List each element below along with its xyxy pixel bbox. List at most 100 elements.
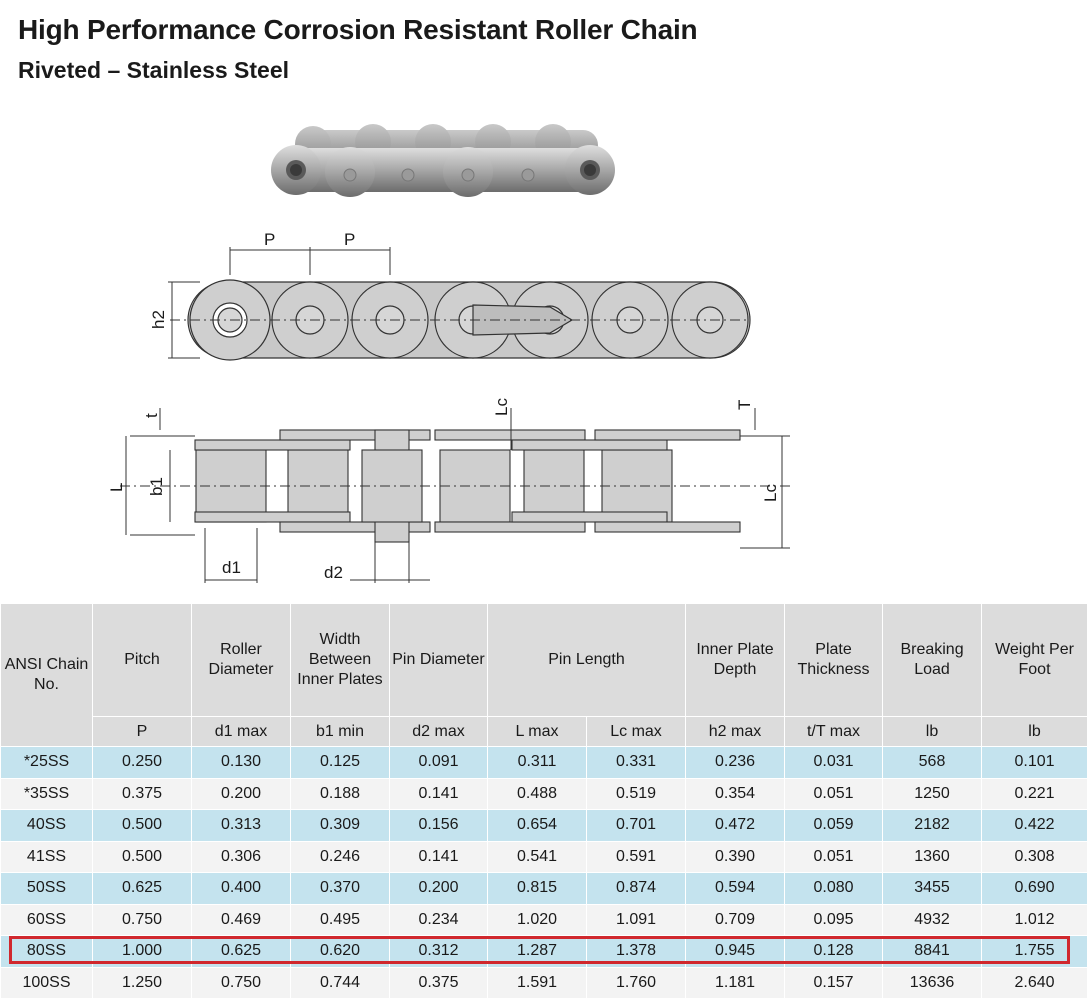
subheader-row: P d1 max b1 min d2 max L max Lc max h2 m… [1, 716, 1087, 747]
label-pitch-2: P [344, 230, 355, 249]
col-header-chain-no: ANSI Chain No. [0, 603, 93, 747]
table-cell: 0.495 [290, 903, 390, 936]
subheader-cell: d2 max [389, 716, 488, 747]
table-cell: 0.313 [191, 809, 291, 842]
page-title: High Performance Corrosion Resistant Rol… [18, 14, 698, 45]
table-cell: 568 [882, 746, 983, 779]
table-cell: 0.306 [191, 840, 291, 873]
table-row: 80SS 1.000 0.625 0.620 0.312 1.287 1.378 0.945 0… [0, 935, 1087, 968]
table-cell: 0.500 [92, 809, 192, 842]
table-cell: 0.874 [585, 872, 687, 905]
table-cell: 0.400 [191, 872, 291, 905]
table-cell: 0.370 [290, 872, 390, 905]
chain-no-cell: 40SS [0, 809, 93, 842]
table-cell: 0.312 [389, 935, 488, 968]
table-cell: 0.701 [585, 809, 687, 842]
table-row: 40SS 0.500 0.313 0.309 0.156 0.654 0.701 0.472 0… [0, 809, 1087, 842]
table-cell: 0.750 [92, 903, 192, 936]
table-cell: 0.051 [784, 777, 884, 810]
table-cell: 1.591 [487, 966, 587, 999]
table-cell: 1.378 [585, 935, 687, 968]
table-cell: 0.091 [389, 746, 488, 779]
table-cell: 1.020 [487, 903, 587, 936]
chain-no-cell: 50SS [0, 872, 93, 905]
table-cell: 0.591 [585, 840, 687, 873]
label-T: T [735, 400, 754, 410]
table-cell: 1250 [882, 777, 983, 810]
table-cell: 0.541 [487, 840, 587, 873]
table-cell: 0.051 [784, 840, 884, 873]
table-cell: 0.200 [389, 872, 488, 905]
table-cell: 0.309 [290, 809, 390, 842]
chain-side-view-diagram: P P h2 [149, 230, 751, 361]
label-b1: b1 [147, 477, 166, 496]
label-d1: d1 [222, 558, 241, 577]
table-cell: 13636 [882, 966, 983, 999]
col-header-pitch: Pitch [92, 603, 192, 717]
page-subtitle: Riveted – Stainless Steel [18, 57, 290, 83]
table-cell: 0.625 [92, 872, 192, 905]
table-cell: 0.130 [191, 746, 291, 779]
col-header-plate-depth: Inner Plate Depth [685, 603, 786, 717]
chain-top-view-diagram: t L b1 d1 d2 Lc T Lc [107, 398, 790, 583]
table-cell: 0.128 [784, 935, 884, 968]
subheader-cell: t/T max [784, 716, 884, 747]
table-cell: 0.125 [290, 746, 390, 779]
label-L: L [107, 483, 126, 492]
table-row: 50SS 0.625 0.400 0.370 0.200 0.815 0.874 0.594 0… [0, 872, 1087, 905]
table-row: 60SS 0.750 0.469 0.495 0.234 1.020 1.091 0.709 0… [0, 903, 1087, 936]
table-cell: 0.059 [784, 809, 884, 842]
table-cell: 8841 [882, 935, 983, 968]
table-row: 41SS 0.500 0.306 0.246 0.141 0.541 0.591 0.390 0… [0, 840, 1087, 873]
table-cell: 0.095 [784, 903, 884, 936]
table-cell: 0.375 [92, 777, 192, 810]
subheader-cell: Lc max [585, 716, 687, 747]
subheader-cell: lb [882, 716, 983, 747]
table-cell: 0.141 [389, 840, 488, 873]
table-body: *25SS 0.250 0.130 0.125 0.091 0.311 0.331 0.236… [0, 746, 1087, 999]
table-cell: 0.200 [191, 777, 291, 810]
table-cell: 0.488 [487, 777, 587, 810]
table-cell: 1360 [882, 840, 983, 873]
header-row: ANSI Chain No. Pitch Roller Diameter Wid… [0, 603, 1087, 747]
chain-no-cell: 60SS [0, 903, 93, 936]
table-cell: 1.760 [585, 966, 687, 999]
subheader-cell: h2 max [685, 716, 786, 747]
table-cell: 1.181 [685, 966, 786, 999]
chain-no-cell: 41SS [0, 840, 93, 873]
table-cell: 3455 [882, 872, 983, 905]
table-cell: 0.945 [685, 935, 786, 968]
table-row: *25SS 0.250 0.130 0.125 0.091 0.311 0.331 0.236… [0, 746, 1087, 779]
table-cell: 1.250 [92, 966, 192, 999]
subheader-cell: b1 min [290, 716, 390, 747]
table-cell: 4932 [882, 903, 983, 936]
table-cell: 0.234 [389, 903, 488, 936]
col-header-plate-thickness: Plate Thickness [784, 603, 884, 717]
table-cell: 0.500 [92, 840, 192, 873]
table-cell: 0.422 [981, 809, 1087, 842]
table-cell: 0.469 [191, 903, 291, 936]
label-t: t [142, 413, 161, 418]
label-lc-right: Lc [761, 484, 780, 502]
chain-photo [271, 124, 615, 197]
table-cell: 0.141 [389, 777, 488, 810]
table-cell: 0.331 [585, 746, 687, 779]
subheader-cell: lb [981, 716, 1087, 747]
col-header-roller-diameter: Roller Diameter [191, 603, 291, 717]
table-cell: 0.188 [290, 777, 390, 810]
table-cell: 0.157 [784, 966, 884, 999]
table-cell: 0.375 [389, 966, 488, 999]
table-cell: 0.354 [685, 777, 786, 810]
subheader-cell: L max [487, 716, 587, 747]
label-h2: h2 [149, 310, 168, 329]
table-cell: 1.755 [981, 935, 1087, 968]
table-cell: 0.690 [981, 872, 1087, 905]
table-cell: 1.000 [92, 935, 192, 968]
col-header-inner-width: Width Between Inner Plates [290, 603, 390, 717]
chain-no-cell: *35SS [0, 777, 93, 810]
label-d2: d2 [324, 563, 343, 582]
table-row: 100SS 1.250 0.750 0.744 0.375 1.591 1.760 1.181… [0, 966, 1087, 999]
table-row: *35SS 0.375 0.200 0.188 0.141 0.488 0.519 0.354… [0, 777, 1087, 810]
table-cell: 0.472 [685, 809, 786, 842]
table-cell: 1.287 [487, 935, 587, 968]
